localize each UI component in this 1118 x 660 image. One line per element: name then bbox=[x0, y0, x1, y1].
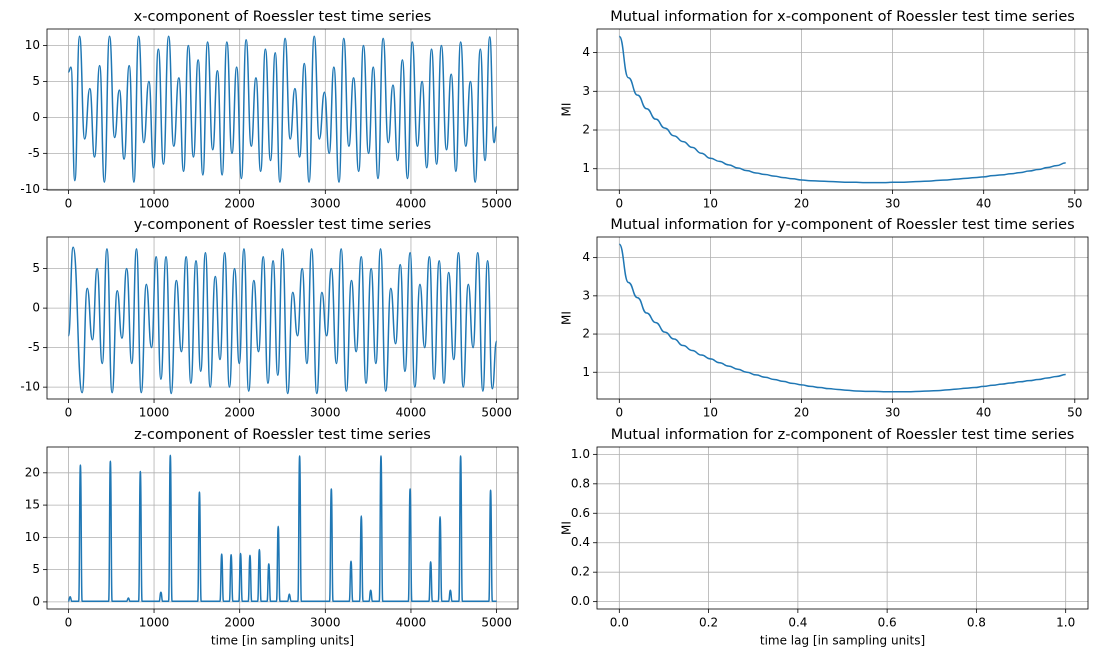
subplot-title: z-component of Roessler test time series bbox=[134, 427, 431, 443]
subplot: 0.0 0.2 0.4 0.6 0.8 1.0 0.0 0.2 0.4 0.6 0.8 1.0 Mutu… bbox=[560, 427, 1089, 648]
subplot-title: x-component of Roessler test time series bbox=[134, 9, 432, 25]
y-tick-label: 3 bbox=[582, 84, 590, 98]
subplot-title: y-component of Roessler test time series bbox=[134, 217, 431, 233]
x-tick-label: 3000 bbox=[310, 197, 341, 211]
subplot: 0 1000 2000 3000 4000 5000 0 5 10 15 20 z-component… bbox=[25, 427, 519, 648]
axes-frame bbox=[46, 446, 519, 610]
x-tick-label: 2000 bbox=[224, 406, 255, 420]
x-tick-label: 0.0 bbox=[610, 616, 629, 630]
y-tick-label: 1.0 bbox=[571, 447, 590, 461]
line-series bbox=[68, 35, 498, 183]
y-tick-label: 4 bbox=[582, 45, 590, 59]
y-tick-label: 5 bbox=[32, 562, 40, 576]
y-tick-label: 0.0 bbox=[571, 594, 590, 608]
y-tick-label: 2 bbox=[582, 327, 590, 341]
x-tick-label: 4000 bbox=[396, 197, 427, 211]
y-tick-label: 20 bbox=[25, 465, 40, 479]
subplot-title: Mutual information for z-component of Ro… bbox=[611, 427, 1075, 443]
x-tick-label: 40 bbox=[976, 406, 991, 420]
y-tick-label: 2 bbox=[582, 123, 590, 137]
y-tick-label: 0 bbox=[32, 110, 40, 124]
y-tick-label: 15 bbox=[25, 498, 40, 512]
x-tick-label: 4000 bbox=[396, 616, 427, 630]
x-tick-label: 0 bbox=[65, 406, 73, 420]
line-series bbox=[67, 454, 497, 603]
x-tick-label: 0.6 bbox=[878, 616, 897, 630]
subplot: 0 10 20 30 40 50 1 2 3 4 Mutual information for y-… bbox=[560, 217, 1089, 420]
axes-frame bbox=[596, 236, 1089, 400]
x-axis-label: time [in sampling units] bbox=[211, 634, 354, 648]
axes-frame bbox=[46, 236, 519, 400]
x-tick-label: 0 bbox=[65, 197, 73, 211]
y-axis-label: MI bbox=[560, 521, 574, 535]
x-tick-label: 1000 bbox=[139, 406, 170, 420]
y-tick-label: 4 bbox=[582, 250, 590, 264]
x-tick-label: 0.4 bbox=[788, 616, 807, 630]
y-axis-label: MI bbox=[560, 103, 574, 117]
x-tick-label: 4000 bbox=[396, 406, 427, 420]
y-tick-label: 5 bbox=[32, 261, 40, 275]
x-tick-label: 50 bbox=[1067, 406, 1082, 420]
y-tick-label: 1 bbox=[582, 365, 590, 379]
x-tick-label: 5000 bbox=[481, 406, 512, 420]
x-tick-label: 3000 bbox=[310, 616, 341, 630]
x-tick-label: 0 bbox=[615, 197, 623, 211]
x-tick-label: 0 bbox=[615, 406, 623, 420]
line-series bbox=[67, 246, 498, 395]
x-axis-label: time lag [in sampling units] bbox=[760, 634, 925, 648]
line-series bbox=[618, 35, 1066, 184]
subplot: 0 10 20 30 40 50 1 2 3 4 Mutual information for x-… bbox=[560, 9, 1089, 211]
x-tick-label: 30 bbox=[885, 197, 900, 211]
y-tick-label: -10 bbox=[20, 182, 40, 196]
axes-frame bbox=[596, 28, 1089, 191]
line-series bbox=[618, 243, 1066, 393]
y-tick-label: -10 bbox=[20, 380, 40, 394]
x-tick-label: 2000 bbox=[224, 616, 255, 630]
y-axis-label: MI bbox=[560, 311, 574, 325]
subplot: 0 1000 2000 3000 4000 5000 -10 -5 0 5 10 x-componen… bbox=[20, 9, 519, 211]
y-tick-label: 0 bbox=[32, 301, 40, 315]
x-tick-label: 5000 bbox=[481, 197, 512, 211]
x-tick-label: 10 bbox=[703, 197, 718, 211]
y-tick-label: 0.2 bbox=[571, 565, 590, 579]
y-tick-label: 1 bbox=[582, 161, 590, 175]
x-tick-label: 10 bbox=[703, 406, 718, 420]
y-tick-label: 0.6 bbox=[571, 506, 590, 520]
x-tick-label: 0.2 bbox=[699, 616, 718, 630]
subplot-title: Mutual information for y-component of Ro… bbox=[610, 217, 1074, 233]
y-tick-label: 10 bbox=[25, 530, 40, 544]
subplot-title: Mutual information for x-component of Ro… bbox=[610, 9, 1075, 25]
y-tick-label: 5 bbox=[32, 74, 40, 88]
y-tick-label: 0 bbox=[32, 594, 40, 608]
x-tick-label: 1.0 bbox=[1056, 616, 1075, 630]
x-tick-label: 2000 bbox=[224, 197, 255, 211]
x-tick-label: 40 bbox=[976, 197, 991, 211]
y-tick-label: 3 bbox=[582, 288, 590, 302]
axes-frame bbox=[46, 28, 519, 191]
x-tick-label: 1000 bbox=[139, 616, 170, 630]
x-tick-label: 0.8 bbox=[967, 616, 986, 630]
y-tick-label: 10 bbox=[25, 38, 40, 52]
y-tick-label: 0.4 bbox=[571, 535, 590, 549]
x-tick-label: 20 bbox=[794, 197, 809, 211]
axes-frame bbox=[596, 446, 1089, 610]
x-tick-label: 30 bbox=[885, 406, 900, 420]
x-tick-label: 5000 bbox=[481, 616, 512, 630]
x-tick-label: 0 bbox=[65, 616, 73, 630]
y-tick-label: -5 bbox=[28, 146, 40, 160]
y-tick-label: 0.8 bbox=[571, 476, 590, 490]
y-tick-label: -5 bbox=[28, 340, 40, 354]
subplot: 0 1000 2000 3000 4000 5000 -10 -5 0 5 y-component … bbox=[20, 217, 519, 420]
x-tick-label: 20 bbox=[794, 406, 809, 420]
x-tick-label: 1000 bbox=[139, 197, 170, 211]
x-tick-label: 3000 bbox=[310, 406, 341, 420]
x-tick-label: 50 bbox=[1067, 197, 1082, 211]
